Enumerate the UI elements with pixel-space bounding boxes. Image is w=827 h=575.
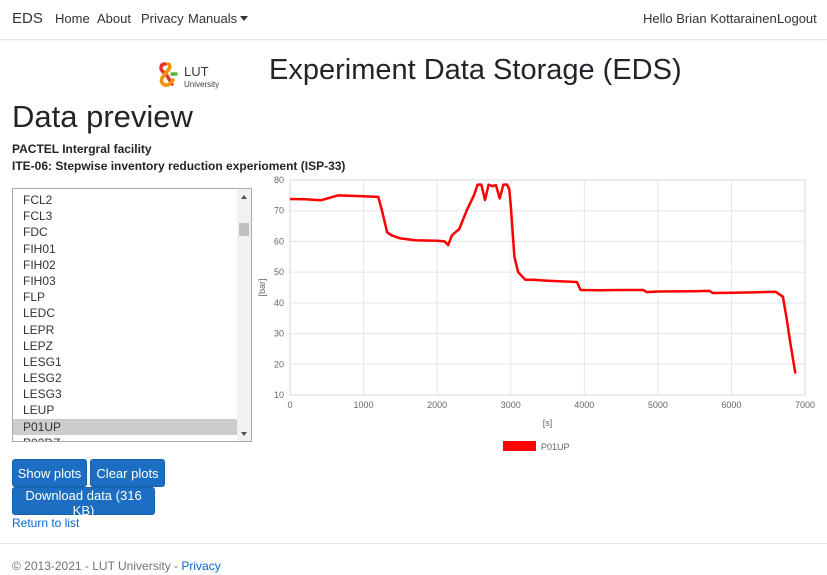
- list-item[interactable]: P02DZ: [13, 435, 237, 441]
- y-tick-label: 20: [274, 359, 284, 369]
- nav-home-link[interactable]: Home: [55, 11, 90, 26]
- x-tick-label: 4000: [574, 400, 594, 410]
- nav-manuals-label: Manuals: [188, 11, 238, 26]
- logo-text-university: University: [184, 80, 219, 89]
- channel-list: FCL2 FCL3 FDC FIH01 FIH02 FIH03 FLP LEDC LEPR LEP…: [13, 192, 237, 441]
- list-item[interactable]: LESG1: [23, 354, 62, 369]
- listbox-scrollbar[interactable]: [237, 189, 251, 441]
- return-to-list-link[interactable]: Return to list: [12, 516, 80, 530]
- x-tick-label: 7000: [795, 400, 815, 410]
- list-item[interactable]: LEDC: [23, 306, 56, 321]
- y-axis-label: [bar]: [257, 278, 267, 296]
- list-item[interactable]: FCL2: [23, 193, 53, 207]
- lut-logo: LUT University: [158, 60, 230, 90]
- download-data-button[interactable]: Download data (316 KB): [12, 487, 155, 518]
- experiment-name: ITE-06: Stepwise inventory reduction exp…: [12, 159, 346, 173]
- scroll-thumb[interactable]: [239, 223, 249, 236]
- y-tick-label: 40: [274, 298, 284, 308]
- logo-text-lut: LUT: [184, 64, 209, 79]
- y-tick-label: 30: [274, 329, 284, 339]
- footer-copyright: © 2013-2021 - LUT University -: [12, 559, 182, 573]
- scroll-up-icon[interactable]: [241, 195, 247, 199]
- footer: © 2013-2021 - LUT University - Privacy: [12, 559, 221, 573]
- list-item[interactable]: FIH01: [23, 241, 56, 256]
- list-item[interactable]: LEPR: [23, 322, 55, 337]
- logout-link[interactable]: Logout: [777, 11, 817, 26]
- chevron-down-icon: [240, 16, 249, 21]
- x-tick-label: 2000: [427, 400, 447, 410]
- footer-divider: [0, 543, 827, 544]
- list-item[interactable]: FDC: [23, 225, 48, 240]
- brand-link[interactable]: EDS: [12, 10, 43, 27]
- y-tick-label: 70: [274, 206, 284, 216]
- list-item[interactable]: LESG2: [23, 371, 62, 386]
- x-tick-label: 6000: [721, 400, 741, 410]
- show-plots-button[interactable]: Show plots: [12, 459, 87, 487]
- clear-plots-button[interactable]: Clear plots: [90, 459, 165, 487]
- list-item[interactable]: FIH02: [23, 257, 56, 272]
- list-item[interactable]: FCL3: [23, 209, 53, 224]
- scroll-down-icon[interactable]: [241, 432, 247, 436]
- list-item[interactable]: P01UP: [13, 418, 237, 435]
- y-tick-label: 50: [274, 267, 284, 277]
- legend-swatch: [503, 441, 536, 451]
- list-item[interactable]: LESG3: [23, 387, 62, 402]
- x-tick-label: 5000: [648, 400, 668, 410]
- list-item[interactable]: FIH03: [23, 273, 56, 288]
- list-item[interactable]: FLP: [23, 290, 46, 305]
- page-title: Data preview: [12, 99, 193, 134]
- site-title: Experiment Data Storage (EDS): [269, 54, 682, 86]
- channel-listbox[interactable]: FCL2 FCL3 FDC FIH01 FIH02 FIH03 FLP LEDC LEPR LEP…: [12, 188, 252, 442]
- legend-label: P01UP: [541, 442, 570, 452]
- nav-privacy-link[interactable]: Privacy: [141, 11, 184, 26]
- y-tick-label: 10: [274, 390, 284, 400]
- facility-name: PACTEL Intergral facility: [12, 142, 152, 156]
- nav-about-link[interactable]: About: [97, 11, 131, 26]
- y-tick-label: 60: [274, 236, 284, 246]
- list-item[interactable]: LEUP: [23, 403, 55, 418]
- x-tick-label: 0: [287, 400, 292, 410]
- series-line-p01up: [289, 183, 797, 374]
- x-tick-label: 1000: [354, 400, 374, 410]
- x-axis-label: [s]: [543, 418, 553, 428]
- plot-frame: [289, 179, 806, 396]
- pressure-chart: 10 20 30 40 50 60 70 80 0 1000 2000 3000 4000 5000 600…: [257, 175, 815, 452]
- navbar: EDS Home About Privacy Manuals Hello Bri…: [0, 0, 827, 40]
- y-tick-label: 80: [274, 175, 284, 185]
- user-greeting: Hello Brian Kottarainen!: [643, 11, 781, 26]
- list-item[interactable]: LEPZ: [23, 338, 54, 353]
- nav-manuals-dropdown[interactable]: Manuals: [188, 11, 249, 26]
- footer-privacy-link[interactable]: Privacy: [181, 559, 221, 573]
- x-tick-label: 3000: [501, 400, 521, 410]
